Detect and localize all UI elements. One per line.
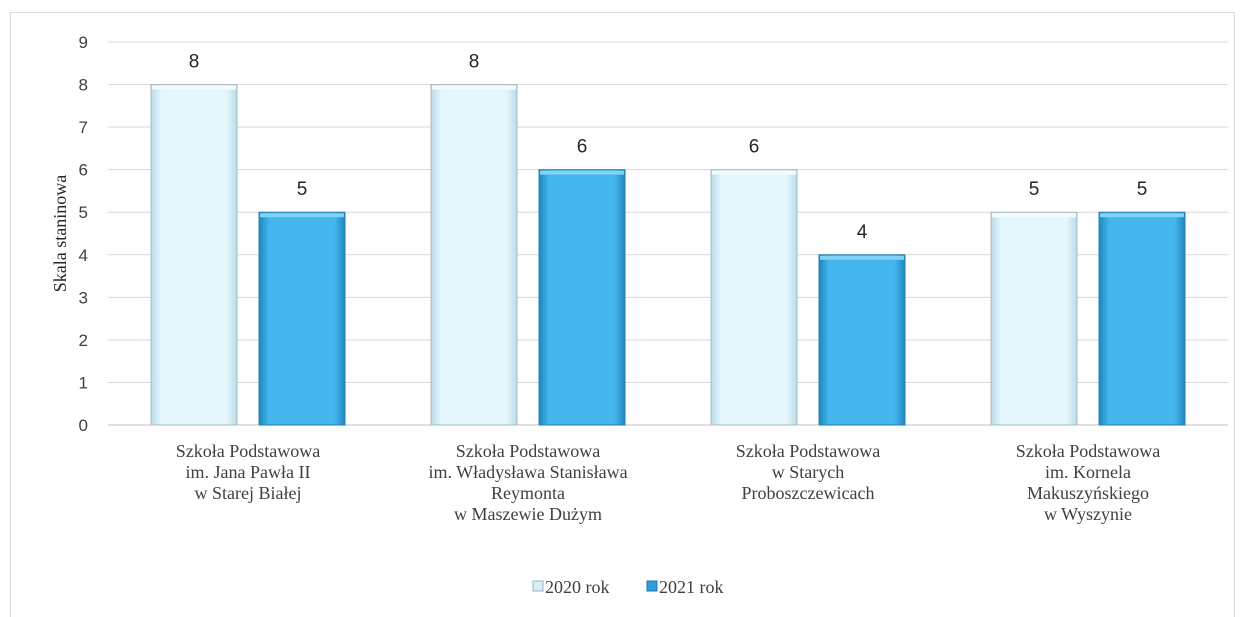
legend-swatch-1: [532, 580, 544, 592]
category-label-line: im. Kornela: [1045, 462, 1131, 482]
y-tick-label: 5: [79, 203, 88, 222]
bar-top-bevel: [152, 85, 236, 90]
bar-2021-rok-1: [258, 211, 346, 426]
category-label-line: Reymonta: [491, 483, 565, 503]
category-label-line: Makuszyńskiego: [1027, 483, 1149, 503]
bar-2020-rok-1: [150, 84, 238, 426]
category-label-line: im. Jana Pawła II: [186, 462, 311, 482]
bar-2021-rok-2: [538, 169, 626, 426]
category-label-line: Szkoła Podstawowa: [736, 441, 880, 461]
data-label: 6: [749, 137, 760, 158]
bar-top-bevel: [540, 170, 624, 175]
y-tick-label: 4: [79, 246, 88, 265]
y-tick-label: 6: [79, 161, 88, 180]
category-label: Szkoła Podstawowa im. Kornela Makuszyńskie…: [1016, 441, 1160, 524]
bar-top-bevel: [712, 170, 796, 175]
data-label: 8: [469, 52, 480, 73]
category-label: Szkoła Podstawowa im. Władysława Stanisła…: [428, 441, 627, 524]
category-label: Szkoła Podstawowa im. Jana Pawła II w Star…: [176, 441, 320, 503]
category-label-line: Szkoła Podstawowa: [176, 441, 320, 461]
bars: [150, 84, 1186, 426]
bar-2021-rok-3: [818, 254, 906, 426]
data-label: 6: [577, 137, 588, 158]
y-tick-label: 0: [79, 416, 88, 435]
category-label-line: Proboszczewicach: [742, 483, 875, 503]
data-label: 5: [1029, 179, 1040, 200]
y-axis-ticks: 0 1 2 3 4 5 6 7 8 9: [79, 33, 88, 435]
category-label-line: w Starych: [772, 462, 844, 482]
y-tick-label: 9: [79, 33, 88, 52]
y-tick-label: 3: [79, 288, 88, 307]
data-labels: 8 5 8 6 6 4 5 5: [189, 52, 1148, 243]
y-tick-label: 8: [79, 76, 88, 95]
category-label-line: w Starej Białej: [195, 483, 302, 503]
y-tick-label: 1: [79, 373, 88, 392]
bar-top-bevel: [992, 213, 1076, 218]
category-label-line: Szkoła Podstawowa: [456, 441, 600, 461]
data-label: 4: [857, 222, 868, 243]
legend-label-1: 2020 rok: [545, 577, 610, 597]
category-label-line: im. Władysława Stanisława: [428, 462, 627, 482]
y-tick-label: 7: [79, 118, 88, 137]
category-labels: Szkoła Podstawowa im. Jana Pawła II w Star…: [176, 441, 1160, 524]
category-label-line: w Wyszynie: [1044, 504, 1132, 524]
category-label-line: w Maszewie Dużym: [454, 504, 602, 524]
bar-top-bevel: [260, 213, 344, 218]
bar-top-bevel: [432, 85, 516, 90]
bar-2020-rok-4: [990, 211, 1078, 426]
category-label: Szkoła Podstawowa w Starych Proboszczewica…: [736, 441, 880, 503]
data-label: 5: [1137, 179, 1148, 200]
y-axis-label: Skala staninowa: [50, 175, 70, 292]
legend: 2020 rok 2021 rok: [532, 577, 724, 597]
bar-2020-rok-2: [430, 84, 518, 426]
y-tick-label: 2: [79, 331, 88, 350]
bar-2020-rok-3: [710, 169, 798, 426]
legend-swatch-2: [646, 580, 658, 592]
bar-2021-rok-4: [1098, 211, 1186, 426]
data-label: 5: [297, 179, 308, 200]
legend-label-2: 2021 rok: [659, 577, 724, 597]
category-label-line: Szkoła Podstawowa: [1016, 441, 1160, 461]
bar-top-bevel: [820, 255, 904, 260]
bar-top-bevel: [1100, 213, 1184, 218]
data-label: 8: [189, 52, 200, 73]
